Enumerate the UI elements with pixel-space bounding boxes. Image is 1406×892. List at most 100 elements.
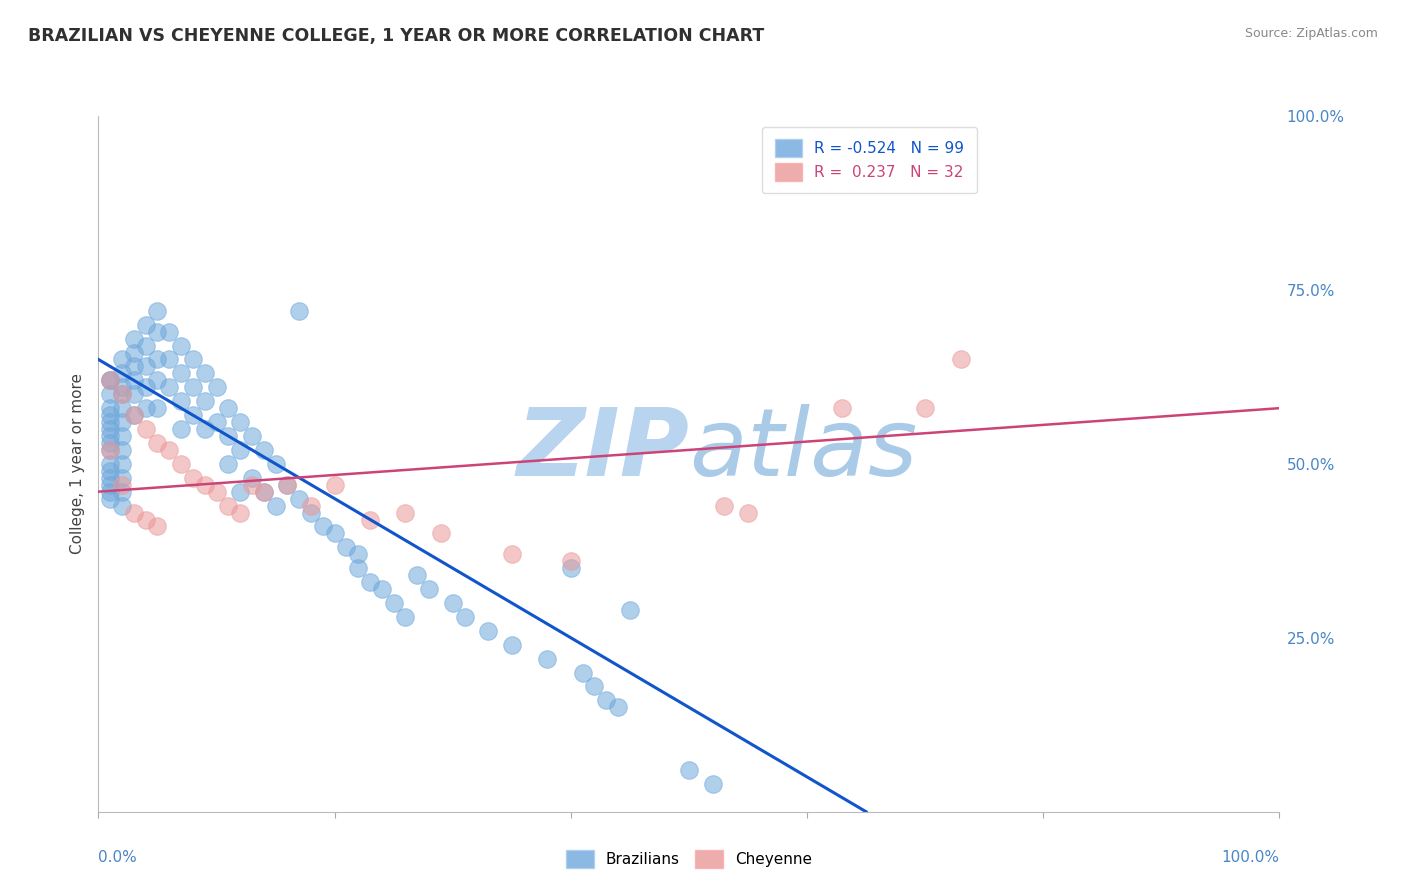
Point: [98, 387, 121, 401]
Point: [111, 477, 134, 491]
Point: [157, 325, 180, 339]
Text: atlas: atlas: [689, 404, 917, 495]
Point: [111, 499, 134, 513]
Point: [536, 651, 558, 665]
Point: [98, 415, 121, 429]
Point: [98, 436, 121, 450]
Point: [276, 477, 298, 491]
Point: [170, 394, 193, 409]
Point: [146, 303, 169, 318]
Point: [312, 519, 335, 533]
Point: [135, 512, 157, 526]
Point: [288, 303, 311, 318]
Text: BRAZILIAN VS CHEYENNE COLLEGE, 1 YEAR OR MORE CORRELATION CHART: BRAZILIAN VS CHEYENNE COLLEGE, 1 YEAR OR…: [28, 27, 765, 45]
Point: [560, 561, 582, 575]
Point: [146, 436, 169, 450]
Text: Source: ZipAtlas.com: Source: ZipAtlas.com: [1244, 27, 1378, 40]
Point: [111, 352, 134, 367]
Point: [181, 471, 204, 485]
Point: [194, 367, 217, 381]
Point: [122, 387, 145, 401]
Point: [323, 477, 346, 491]
Point: [111, 457, 134, 471]
Y-axis label: College, 1 year or more: College, 1 year or more: [69, 374, 84, 554]
Point: [146, 352, 169, 367]
Text: ZIP: ZIP: [516, 404, 689, 496]
Point: [501, 547, 523, 561]
Point: [288, 491, 311, 506]
Point: [229, 484, 252, 499]
Point: [122, 332, 145, 346]
Point: [111, 401, 134, 416]
Point: [98, 422, 121, 436]
Point: [181, 408, 204, 422]
Point: [229, 442, 252, 457]
Point: [205, 484, 228, 499]
Point: [135, 359, 157, 374]
Point: [253, 484, 276, 499]
Point: [501, 638, 523, 652]
Point: [217, 499, 239, 513]
Point: [359, 512, 381, 526]
Point: [135, 422, 157, 436]
Point: [98, 442, 121, 457]
Point: [181, 352, 204, 367]
Point: [264, 499, 287, 513]
Point: [111, 442, 134, 457]
Text: 0.0%: 0.0%: [98, 850, 138, 865]
Point: [217, 457, 239, 471]
Text: 100.0%: 100.0%: [1222, 850, 1279, 865]
Point: [98, 484, 121, 499]
Point: [146, 519, 169, 533]
Point: [157, 380, 180, 394]
Point: [98, 373, 121, 387]
Point: [914, 401, 936, 416]
Point: [619, 603, 641, 617]
Point: [607, 700, 630, 714]
Point: [205, 380, 228, 394]
Point: [135, 401, 157, 416]
Point: [347, 561, 370, 575]
Point: [98, 429, 121, 443]
Point: [583, 680, 606, 694]
Point: [111, 387, 134, 401]
Point: [264, 457, 287, 471]
Point: [359, 575, 381, 590]
Point: [240, 477, 263, 491]
Point: [111, 471, 134, 485]
Legend: Brazilians, Cheyenne: Brazilians, Cheyenne: [560, 844, 818, 873]
Point: [181, 380, 204, 394]
Point: [146, 325, 169, 339]
Point: [122, 345, 145, 359]
Point: [406, 568, 429, 582]
Point: [737, 506, 759, 520]
Point: [240, 471, 263, 485]
Point: [135, 318, 157, 332]
Point: [217, 401, 239, 416]
Point: [157, 442, 180, 457]
Point: [122, 408, 145, 422]
Point: [111, 415, 134, 429]
Point: [194, 394, 217, 409]
Point: [98, 408, 121, 422]
Point: [111, 367, 134, 381]
Point: [323, 526, 346, 541]
Point: [98, 491, 121, 506]
Point: [111, 484, 134, 499]
Point: [205, 415, 228, 429]
Point: [418, 582, 440, 596]
Point: [170, 422, 193, 436]
Point: [382, 596, 405, 610]
Point: [276, 477, 298, 491]
Point: [335, 541, 357, 555]
Point: [111, 387, 134, 401]
Point: [394, 506, 416, 520]
Point: [253, 484, 276, 499]
Point: [122, 506, 145, 520]
Point: [111, 429, 134, 443]
Point: [98, 373, 121, 387]
Point: [98, 442, 121, 457]
Point: [170, 457, 193, 471]
Point: [240, 429, 263, 443]
Point: [571, 665, 593, 680]
